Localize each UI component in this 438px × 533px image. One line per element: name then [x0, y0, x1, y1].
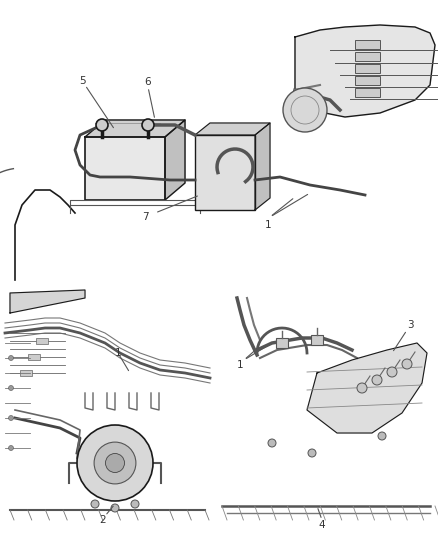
Polygon shape	[295, 25, 435, 117]
Circle shape	[402, 359, 412, 369]
Bar	[355, 52, 380, 61]
Polygon shape	[255, 123, 270, 210]
Bar	[311, 335, 323, 345]
Text: 1: 1	[115, 348, 121, 358]
Text: 2: 2	[100, 515, 106, 525]
Bar	[355, 40, 380, 49]
Circle shape	[8, 446, 14, 450]
Text: 5: 5	[79, 76, 85, 86]
Bar	[20, 370, 32, 376]
Circle shape	[96, 119, 108, 131]
Circle shape	[283, 88, 327, 132]
Polygon shape	[307, 343, 427, 433]
Text: 7: 7	[141, 212, 148, 222]
Circle shape	[268, 439, 276, 447]
Bar	[28, 354, 40, 360]
Bar	[355, 88, 380, 97]
Circle shape	[8, 385, 14, 391]
Bar	[355, 64, 380, 73]
Bar	[36, 338, 48, 344]
Bar	[195, 135, 255, 210]
Text: 3: 3	[407, 320, 413, 330]
Circle shape	[357, 383, 367, 393]
Text: 1: 1	[237, 360, 244, 370]
Circle shape	[372, 375, 382, 385]
Circle shape	[8, 416, 14, 421]
Text: 6: 6	[145, 77, 151, 87]
Circle shape	[91, 500, 99, 508]
Circle shape	[387, 367, 397, 377]
Polygon shape	[195, 123, 270, 135]
Circle shape	[378, 432, 386, 440]
Bar	[355, 76, 380, 85]
Polygon shape	[10, 290, 85, 313]
Circle shape	[142, 119, 154, 131]
Circle shape	[94, 442, 136, 484]
Circle shape	[8, 356, 14, 360]
Text: 4: 4	[319, 520, 325, 530]
Circle shape	[131, 500, 139, 508]
Circle shape	[308, 449, 316, 457]
Circle shape	[77, 425, 153, 501]
Polygon shape	[165, 120, 185, 200]
Circle shape	[111, 504, 119, 512]
Polygon shape	[85, 120, 185, 137]
Bar	[276, 338, 288, 348]
Text: 1: 1	[265, 220, 271, 230]
Polygon shape	[85, 137, 165, 200]
Circle shape	[106, 454, 124, 472]
